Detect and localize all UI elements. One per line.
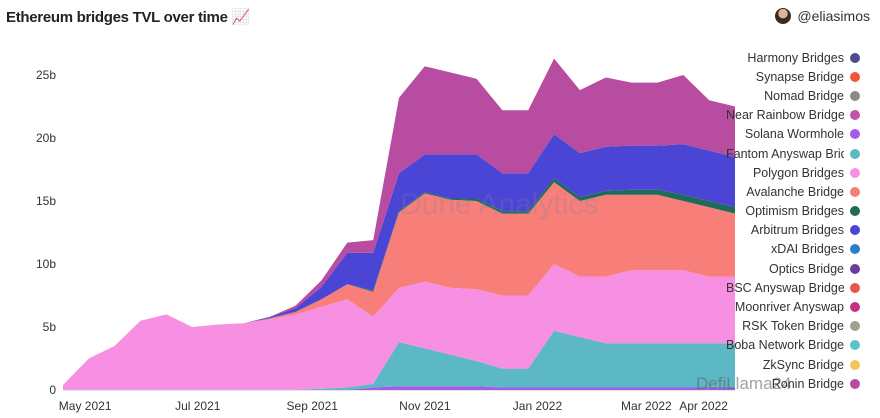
legend-label: Moonriver Anyswap xyxy=(734,300,844,315)
legend-item[interactable]: Harmony Bridges xyxy=(720,48,860,67)
dune-watermark: Dune Analytics xyxy=(400,188,599,221)
legend-label: Ronin Bridge xyxy=(771,376,844,391)
legend-dot-icon xyxy=(850,244,860,255)
legend-dot-icon xyxy=(850,340,860,351)
x-tick-label: Jul 2021 xyxy=(175,399,221,413)
author-handle: @eliasimos xyxy=(797,8,870,24)
legend-dot-icon xyxy=(850,359,860,370)
y-tick-label: 25b xyxy=(36,68,56,82)
legend-dot-icon xyxy=(850,148,860,159)
legend-label: Fantom Anyswap Bridge xyxy=(726,146,844,161)
legend-label: xDAI Bridges xyxy=(771,242,844,257)
legend-label: Boba Network Bridge xyxy=(726,338,844,353)
legend: Harmony Bridges Synapse Bridge Nomad Bridg… xyxy=(720,48,860,393)
area-polygon-bridges xyxy=(63,264,735,390)
avatar xyxy=(775,8,792,24)
legend-label: Optimism Bridges xyxy=(745,204,844,219)
x-tick-label: Jan 2022 xyxy=(513,399,563,413)
legend-label: ZkSync Bridge xyxy=(762,357,844,372)
legend-item[interactable]: xDAI Bridges xyxy=(720,240,860,259)
area-solana-wormhole xyxy=(63,386,735,390)
legend-dot-icon xyxy=(850,302,860,313)
legend-item[interactable]: RSK Token Bridge xyxy=(720,317,860,336)
y-tick-label: 5b xyxy=(43,320,57,334)
x-tick-label: May 2021 xyxy=(59,399,112,413)
legend-item[interactable]: Avalanche Bridge xyxy=(720,182,860,201)
legend-dot-icon xyxy=(850,282,860,293)
legend-item[interactable]: Optics Bridge xyxy=(720,259,860,278)
legend-label: Polygon Bridges xyxy=(752,165,844,180)
legend-dot-icon xyxy=(850,263,860,274)
legend-item[interactable]: Arbitrum Bridges xyxy=(720,221,860,240)
legend-dot-icon xyxy=(850,225,860,236)
legend-dot-icon xyxy=(850,52,860,63)
legend-dot-icon xyxy=(850,206,860,217)
legend-item[interactable]: Optimism Bridges xyxy=(720,202,860,221)
legend-item[interactable]: Near Rainbow Bridge xyxy=(720,106,860,125)
y-tick-label: 15b xyxy=(36,194,56,208)
y-tick-label: 10b xyxy=(36,257,56,271)
legend-item[interactable]: Boba Network Bridge xyxy=(720,336,860,355)
legend-label: RSK Token Bridge xyxy=(742,319,844,334)
wechat-watermark: DefiLlama24 xyxy=(696,374,792,393)
legend-label: Solana Wormhole xyxy=(744,127,844,142)
legend-label: Synapse Bridge xyxy=(755,69,844,84)
legend-label: Nomad Bridge xyxy=(764,88,844,103)
legend-dot-icon xyxy=(850,321,860,332)
legend-item[interactable]: Ronin Bridge xyxy=(720,374,860,393)
legend-dot-icon xyxy=(850,378,860,389)
legend-item[interactable]: Polygon Bridges xyxy=(720,163,860,182)
legend-dot-icon xyxy=(850,110,860,121)
legend-label: Arbitrum Bridges xyxy=(750,223,844,238)
chart-title: Ethereum bridges TVL over time 📈 xyxy=(6,9,250,26)
author[interactable]: @eliasimos xyxy=(775,8,870,24)
legend-item[interactable]: ZkSync Bridge xyxy=(720,355,860,374)
legend-dot-icon xyxy=(850,167,860,178)
x-tick-label: Nov 2021 xyxy=(399,399,451,413)
legend-dot-icon xyxy=(850,71,860,82)
legend-dot-icon xyxy=(850,186,860,197)
legend-item[interactable]: Moonriver Anyswap xyxy=(720,297,860,316)
x-tick-label: Mar 2022 xyxy=(621,399,672,413)
legend-item[interactable]: Nomad Bridge xyxy=(720,86,860,105)
x-tick-label: Sep 2021 xyxy=(287,399,339,413)
x-tick-label: Apr 2022 xyxy=(679,399,728,413)
legend-label: Avalanche Bridge xyxy=(746,184,844,199)
area-ronin-bridge xyxy=(63,58,735,385)
legend-item[interactable]: Fantom Anyswap Bridge xyxy=(720,144,860,163)
legend-label: Optics Bridge xyxy=(768,261,844,276)
legend-item[interactable]: BSC Anyswap Bridge xyxy=(720,278,860,297)
y-tick-label: 0 xyxy=(49,383,56,397)
legend-item[interactable]: Synapse Bridge xyxy=(720,67,860,86)
legend-dot-icon xyxy=(850,90,860,101)
legend-label: Near Rainbow Bridge xyxy=(726,108,844,123)
area-avalanche-bridge xyxy=(63,182,735,385)
area-fantom-anyswap-bridge xyxy=(63,330,735,390)
legend-label: BSC Anyswap Bridge xyxy=(726,280,844,295)
area-arbitrum-bridges xyxy=(63,134,735,385)
legend-label: Harmony Bridges xyxy=(747,50,844,65)
y-tick-label: 20b xyxy=(36,131,56,145)
legend-item[interactable]: Solana Wormhole xyxy=(720,125,860,144)
legend-dot-icon xyxy=(850,129,860,140)
